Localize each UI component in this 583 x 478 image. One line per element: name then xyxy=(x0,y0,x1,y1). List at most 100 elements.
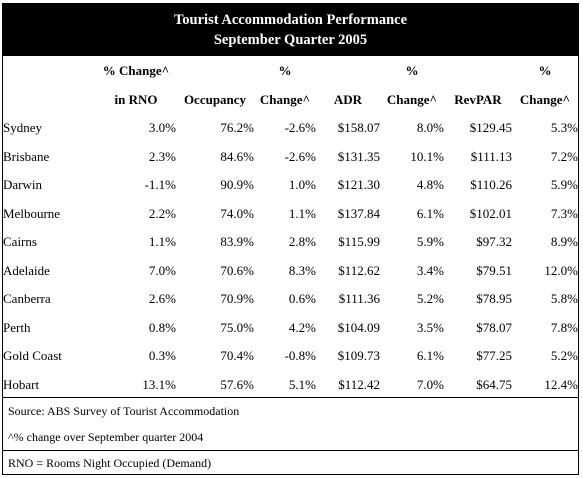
value-cell: 5.2% xyxy=(416,291,444,307)
value-cell: 4.8% xyxy=(416,177,444,193)
table-row: Perth 0.8% 75.0% 4.2% $104.09 3.5% $78.07 7.8% xyxy=(3,314,578,343)
value-cell: 5.9% xyxy=(550,177,578,193)
value-cell: -1.1% xyxy=(144,177,176,193)
table-row: Adelaide 7.0% 70.6% 8.3% $112.62 3.4% $79.51 12… xyxy=(3,257,578,286)
city-cell: Darwin xyxy=(3,177,42,193)
value-cell: -0.8% xyxy=(284,348,316,364)
value-cell: $78.07 xyxy=(476,319,512,335)
value-cell: $64.75 xyxy=(476,376,512,392)
value-cell: 2.6% xyxy=(148,291,176,307)
value-cell: 75.0% xyxy=(220,319,254,335)
header-cell xyxy=(3,56,96,86)
value-cell: 57.6% xyxy=(220,376,254,392)
value-cell: 12.4% xyxy=(544,376,578,392)
value-cell: $129.45 xyxy=(469,120,512,136)
table-body: Sydney 3.0% 76.2% -2.6% $158.07 8.0% $129.45 5.… xyxy=(3,114,578,399)
header-cell: Change^ xyxy=(519,92,571,107)
header-cell: RevPAR xyxy=(454,92,502,107)
table-row: Hobart 13.1% 57.6% 5.1% $112.42 7.0% $64.75 12.… xyxy=(3,371,578,400)
value-cell: 7.0% xyxy=(148,262,176,278)
header-row-1: % Change^ % % % xyxy=(3,56,578,86)
city-cell: Perth xyxy=(3,319,31,335)
value-cell: 0.6% xyxy=(288,291,316,307)
city-cell: Hobart xyxy=(3,376,40,392)
header-cell xyxy=(3,86,96,114)
value-cell: 7.2% xyxy=(550,148,578,164)
value-cell: $77.25 xyxy=(476,348,512,364)
value-cell: 3.0% xyxy=(148,120,176,136)
value-cell: $121.30 xyxy=(337,177,380,193)
value-cell: 74.0% xyxy=(220,205,254,221)
value-cell: $112.62 xyxy=(338,262,380,278)
table-row: Cairns 1.1% 83.9% 2.8% $115.99 5.9% $97.32 8.9% xyxy=(3,228,578,257)
value-cell: $109.73 xyxy=(337,348,380,364)
table-row: Darwin -1.1% 90.9% 1.0% $121.30 4.8% $110.26 5.… xyxy=(3,171,578,200)
value-cell: 1.1% xyxy=(148,234,176,250)
value-cell: -2.6% xyxy=(284,120,316,136)
value-cell: 3.5% xyxy=(416,319,444,335)
header-cell: % xyxy=(405,63,419,78)
value-cell: -2.6% xyxy=(284,148,316,164)
header-cell xyxy=(176,56,254,86)
value-cell: 8.3% xyxy=(288,262,316,278)
value-cell: 5.1% xyxy=(288,376,316,392)
value-cell: 70.4% xyxy=(220,348,254,364)
performance-table: % Change^ % % % in RNO Occupancy Change^… xyxy=(3,56,578,399)
accommodation-table-frame: Tourist Accommodation Performance Septem… xyxy=(2,3,579,475)
value-cell: 7.3% xyxy=(550,205,578,221)
header-cell: Occupancy xyxy=(183,92,247,107)
change-note: ^% change over September quarter 2004 xyxy=(8,430,204,444)
value-cell: 5.8% xyxy=(550,291,578,307)
value-cell: $78.95 xyxy=(476,291,512,307)
header-cell xyxy=(316,56,380,86)
value-cell: $111.13 xyxy=(470,148,512,164)
value-cell: 76.2% xyxy=(220,120,254,136)
rno-definition: RNO = Rooms Night Occupied (Demand) xyxy=(3,450,578,476)
header-cell xyxy=(444,56,512,86)
value-cell: 7.8% xyxy=(550,319,578,335)
header-cell: in RNO xyxy=(114,92,158,107)
value-cell: $158.07 xyxy=(337,120,380,136)
city-cell: Gold Coast xyxy=(3,348,62,364)
city-cell: Canberra xyxy=(3,291,51,307)
table-title: Tourist Accommodation Performance Septem… xyxy=(3,4,578,56)
header-cell: Change^ xyxy=(259,92,311,107)
value-cell: 1.1% xyxy=(288,205,316,221)
source-note: Source: ABS Survey of Tourist Accommodat… xyxy=(8,404,240,418)
value-cell: $110.26 xyxy=(470,177,512,193)
value-cell: $115.99 xyxy=(338,234,380,250)
header-cell: % xyxy=(538,63,552,78)
value-cell: 0.3% xyxy=(148,348,176,364)
value-cell: 2.2% xyxy=(148,205,176,221)
value-cell: 0.8% xyxy=(148,319,176,335)
table-row: Gold Coast 0.3% 70.4% -0.8% $109.73 6.1% $77.2… xyxy=(3,342,578,371)
value-cell: $102.01 xyxy=(469,205,512,221)
city-cell: Melbourne xyxy=(3,205,61,221)
value-cell: 4.2% xyxy=(288,319,316,335)
value-cell: 8.0% xyxy=(416,120,444,136)
title-line-1: Tourist Accommodation Performance xyxy=(173,12,408,28)
value-cell: 6.1% xyxy=(416,348,444,364)
value-cell: $104.09 xyxy=(337,319,380,335)
header-cell: % Change^ xyxy=(102,63,170,78)
value-cell: 2.3% xyxy=(148,148,176,164)
value-cell: 7.0% xyxy=(416,376,444,392)
value-cell: 1.0% xyxy=(288,177,316,193)
value-cell: 5.9% xyxy=(416,234,444,250)
value-cell: 84.6% xyxy=(220,148,254,164)
city-cell: Adelaide xyxy=(3,262,50,278)
table-row: Brisbane 2.3% 84.6% -2.6% $131.35 10.1% $111.1… xyxy=(3,143,578,172)
table-row: Melbourne 2.2% 74.0% 1.1% $137.84 6.1% $102.01… xyxy=(3,200,578,229)
value-cell: 13.1% xyxy=(142,376,176,392)
value-cell: 3.4% xyxy=(416,262,444,278)
header-cell: Change^ xyxy=(386,92,438,107)
value-cell: 70.9% xyxy=(220,291,254,307)
value-cell: 10.1% xyxy=(410,148,444,164)
city-cell: Brisbane xyxy=(3,148,50,164)
value-cell: 70.6% xyxy=(220,262,254,278)
value-cell: $112.42 xyxy=(338,376,380,392)
value-cell: 5.3% xyxy=(550,120,578,136)
header-cell: ADR xyxy=(333,92,363,107)
header-cell: % xyxy=(278,63,292,78)
value-cell: $131.35 xyxy=(337,148,380,164)
